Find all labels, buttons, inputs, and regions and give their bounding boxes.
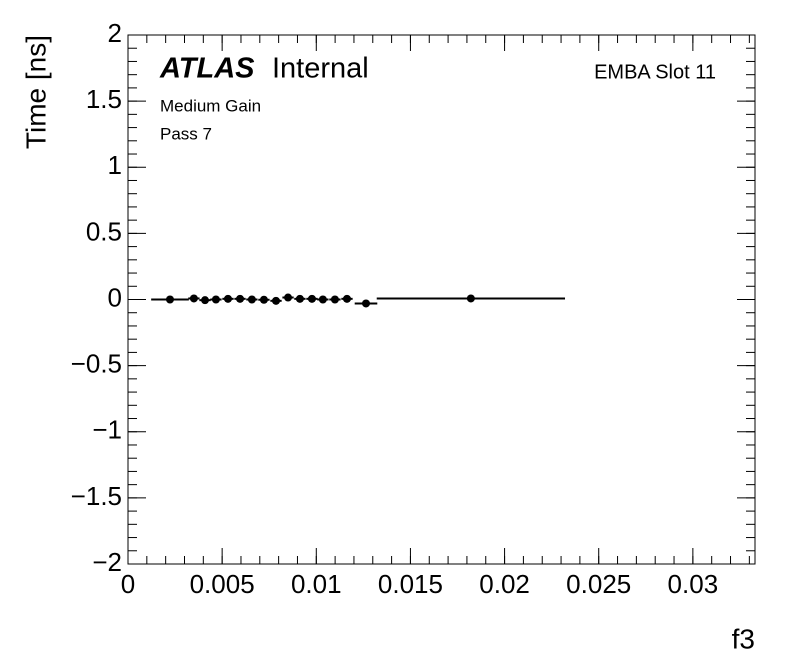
x-tick-label: 0.015 — [378, 569, 443, 599]
marker — [201, 296, 210, 305]
y-tick-label: 1.5 — [86, 84, 122, 114]
y-axis-label: Time [ns] — [20, 35, 51, 149]
x-tick-label: 0.005 — [190, 569, 255, 599]
marker — [342, 294, 351, 303]
marker — [236, 294, 245, 303]
pass-label: Pass 7 — [160, 124, 212, 143]
marker — [318, 295, 327, 304]
marker — [271, 296, 280, 305]
experiment-label: ATLAS — [159, 53, 255, 85]
marker — [259, 295, 268, 304]
marker — [247, 295, 256, 304]
gain-label: Medium Gain — [160, 96, 261, 115]
y-tick-label: 1 — [108, 150, 122, 180]
marker — [330, 295, 339, 304]
y-tick-label: −1.5 — [71, 481, 122, 511]
marker — [284, 293, 293, 302]
marker — [165, 295, 174, 304]
marker — [211, 295, 220, 304]
x-axis-label: f3 — [732, 623, 755, 654]
x-tick-label: 0.02 — [479, 569, 530, 599]
y-tick-label: 2 — [108, 18, 122, 48]
x-tick-label: 0.01 — [291, 569, 342, 599]
y-tick-label: 0 — [108, 282, 122, 312]
y-tick-label: −1 — [92, 415, 122, 445]
x-tick-label: 0.025 — [566, 569, 631, 599]
status-label: Internal — [272, 53, 369, 85]
marker — [307, 294, 316, 303]
y-tick-label: 0.5 — [86, 216, 122, 246]
marker — [361, 299, 370, 308]
x-tick-label: 0.03 — [668, 569, 719, 599]
marker — [189, 294, 198, 303]
marker — [223, 294, 232, 303]
marker — [466, 294, 475, 303]
y-tick-label: −0.5 — [71, 349, 122, 379]
y-tick-label: −2 — [92, 547, 122, 577]
x-tick-label: 0 — [121, 569, 135, 599]
marker — [295, 294, 304, 303]
module-label: EMBA Slot 11 — [594, 61, 716, 83]
